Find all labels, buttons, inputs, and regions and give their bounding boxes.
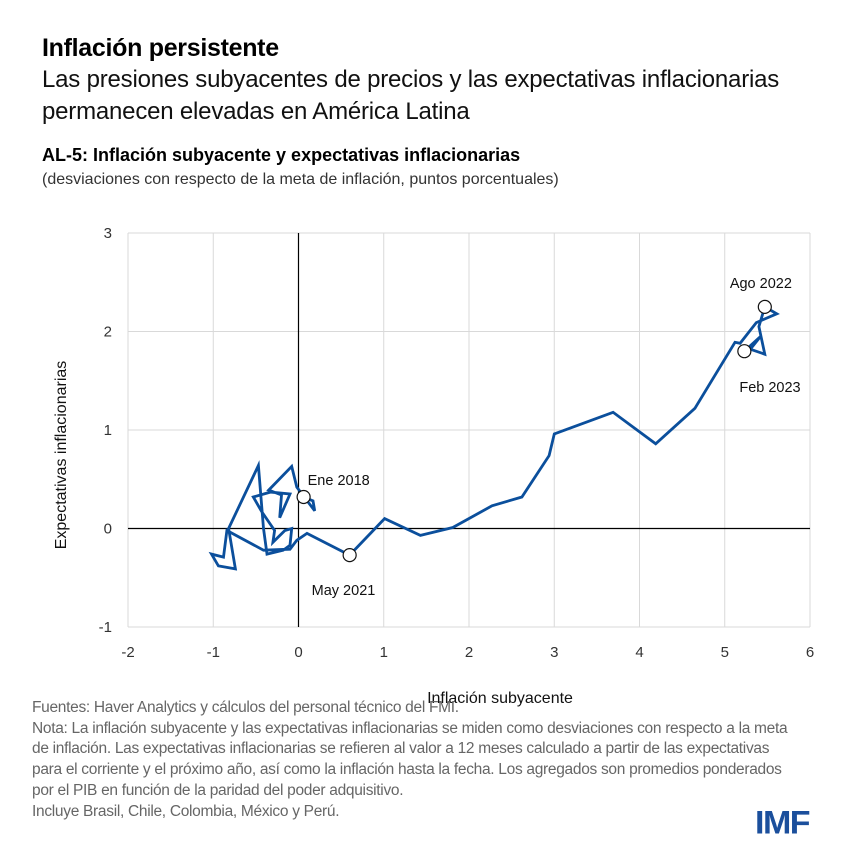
x-tick-label: -2 — [121, 644, 134, 661]
series-line — [208, 304, 780, 571]
x-axis-label: Inflación subyacente — [427, 690, 573, 707]
x-tick-label: 0 — [294, 644, 302, 661]
x-tick-label: 3 — [550, 644, 558, 661]
y-tick-label: -1 — [99, 619, 112, 636]
x-tick-label: 4 — [635, 644, 643, 661]
note-text: Nota: La inflación subyacente y las expe… — [32, 719, 788, 799]
annotation-marker — [737, 344, 752, 359]
page-subtitle: Las presiones subyacentes de precios y l… — [42, 66, 780, 125]
y-tick-label: 1 — [104, 422, 112, 439]
x-tick-label: 6 — [806, 644, 814, 661]
y-tick-label: 0 — [104, 521, 112, 538]
y-tick-label: 3 — [104, 225, 112, 242]
chart-subtitle: (desviaciones con respecto de la meta de… — [42, 171, 559, 188]
annotation-label: May 2021 — [312, 583, 376, 599]
x-tick-label: -1 — [207, 644, 220, 661]
annotation-label: Ene 2018 — [308, 473, 370, 489]
sources-text: Fuentes: Haver Analytics y cálculos del … — [32, 699, 459, 716]
y-axis-label: Expectativas inflacionarias — [53, 361, 70, 550]
x-tick-label: 2 — [465, 644, 473, 661]
annotation-marker — [342, 547, 357, 563]
includes-text: Incluye Brasil, Chile, Colombia, México … — [32, 802, 340, 820]
chart-title: AL-5: Inflación subyacente y expectativa… — [42, 145, 521, 165]
y-tick-label: 2 — [104, 324, 112, 341]
imf-logo: IMF — [755, 804, 811, 842]
x-tick-label: 1 — [380, 644, 388, 661]
annotation-label: Feb 2023 — [739, 380, 800, 396]
annotation-marker — [757, 299, 772, 314]
footer-notes: Fuentes: Haver Analytics y cálculos del … — [32, 698, 802, 822]
x-tick-label: 5 — [721, 644, 729, 661]
annotation-marker — [296, 489, 311, 505]
annotation-label: Ago 2022 — [730, 276, 792, 292]
page-title: Inflación persistente — [42, 34, 279, 62]
